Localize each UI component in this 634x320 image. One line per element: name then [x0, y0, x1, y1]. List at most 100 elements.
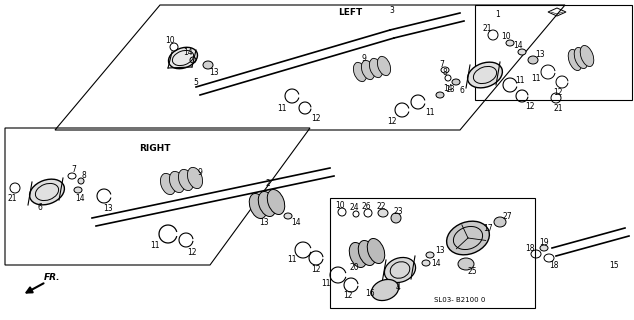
Text: 6: 6: [460, 85, 465, 94]
Ellipse shape: [426, 252, 434, 258]
Ellipse shape: [188, 167, 203, 188]
Text: 12: 12: [343, 292, 353, 300]
Ellipse shape: [30, 179, 65, 205]
Ellipse shape: [367, 238, 385, 263]
Ellipse shape: [160, 173, 176, 195]
Ellipse shape: [78, 178, 84, 184]
Text: 14: 14: [75, 194, 85, 203]
Text: 10: 10: [335, 201, 345, 210]
Ellipse shape: [574, 47, 588, 68]
Text: 21: 21: [7, 194, 16, 203]
Ellipse shape: [378, 209, 388, 217]
Text: RIGHT: RIGHT: [139, 143, 171, 153]
Ellipse shape: [361, 60, 375, 80]
Ellipse shape: [268, 189, 285, 214]
Text: 7: 7: [72, 164, 77, 173]
Ellipse shape: [258, 191, 276, 217]
Text: 14: 14: [291, 218, 301, 227]
Ellipse shape: [377, 56, 391, 76]
Text: 2: 2: [266, 179, 270, 188]
Text: 8: 8: [443, 68, 448, 76]
Text: 20: 20: [349, 263, 359, 273]
Ellipse shape: [518, 49, 526, 55]
Text: 26: 26: [361, 202, 371, 211]
Text: 13: 13: [435, 245, 445, 254]
Text: 23: 23: [393, 206, 403, 215]
Text: 4: 4: [396, 283, 401, 292]
Text: 14: 14: [183, 47, 193, 57]
Ellipse shape: [528, 56, 538, 64]
Ellipse shape: [506, 40, 514, 46]
Ellipse shape: [422, 260, 430, 266]
Text: 9: 9: [198, 167, 202, 177]
Text: 16: 16: [365, 290, 375, 299]
Text: 3: 3: [389, 5, 394, 14]
Text: 24: 24: [349, 203, 359, 212]
Ellipse shape: [169, 172, 184, 193]
Text: 11: 11: [277, 103, 287, 113]
Text: 13: 13: [535, 50, 545, 59]
Text: 7: 7: [439, 60, 444, 68]
Text: 11: 11: [287, 255, 297, 265]
Text: 21: 21: [553, 103, 563, 113]
Text: 13: 13: [445, 84, 455, 93]
Ellipse shape: [391, 213, 401, 223]
Text: 21: 21: [482, 23, 492, 33]
Ellipse shape: [468, 62, 502, 88]
Ellipse shape: [203, 61, 213, 69]
Text: 11: 11: [515, 76, 525, 84]
Text: 12: 12: [525, 101, 534, 110]
Text: 5: 5: [193, 77, 198, 86]
Text: 13: 13: [103, 204, 113, 212]
Text: 15: 15: [609, 260, 619, 269]
Ellipse shape: [358, 241, 376, 266]
Text: 6: 6: [37, 203, 42, 212]
Text: 11: 11: [425, 108, 435, 116]
Text: 1: 1: [496, 10, 500, 19]
Ellipse shape: [349, 243, 366, 268]
Ellipse shape: [74, 187, 82, 193]
Ellipse shape: [452, 79, 460, 85]
Text: 13: 13: [259, 218, 269, 227]
Ellipse shape: [284, 213, 292, 219]
Text: 19: 19: [539, 237, 549, 246]
Text: 8: 8: [82, 171, 86, 180]
Text: 11: 11: [150, 241, 160, 250]
Text: SL03- B2100 0: SL03- B2100 0: [434, 297, 486, 303]
Ellipse shape: [372, 279, 399, 300]
Text: LEFT: LEFT: [338, 7, 362, 17]
Text: 18: 18: [525, 244, 534, 252]
Ellipse shape: [178, 169, 193, 191]
Text: 18: 18: [549, 260, 559, 269]
Text: 27: 27: [502, 212, 512, 220]
Text: 10: 10: [165, 36, 175, 44]
Text: 14: 14: [431, 260, 441, 268]
Text: 10: 10: [501, 31, 511, 41]
Text: 25: 25: [467, 268, 477, 276]
Text: 12: 12: [387, 116, 397, 125]
Ellipse shape: [249, 194, 267, 219]
Text: 12: 12: [311, 114, 321, 123]
Ellipse shape: [436, 92, 444, 98]
Ellipse shape: [169, 47, 198, 69]
Ellipse shape: [458, 258, 474, 270]
Text: 12: 12: [187, 247, 197, 257]
Ellipse shape: [540, 245, 548, 251]
Ellipse shape: [384, 258, 415, 283]
Text: FR.: FR.: [44, 274, 60, 283]
Ellipse shape: [353, 62, 366, 82]
Text: 11: 11: [531, 74, 541, 83]
Ellipse shape: [494, 217, 506, 227]
Ellipse shape: [446, 221, 489, 255]
Text: 14: 14: [443, 84, 453, 92]
Ellipse shape: [568, 50, 582, 70]
Text: 12: 12: [311, 266, 321, 275]
Text: 12: 12: [553, 87, 563, 97]
Text: 13: 13: [209, 68, 219, 76]
Text: 17: 17: [483, 223, 493, 233]
Text: 11: 11: [321, 279, 331, 289]
Text: 9: 9: [361, 53, 366, 62]
Ellipse shape: [370, 58, 382, 78]
Text: 22: 22: [376, 202, 385, 211]
Text: 14: 14: [513, 41, 523, 50]
